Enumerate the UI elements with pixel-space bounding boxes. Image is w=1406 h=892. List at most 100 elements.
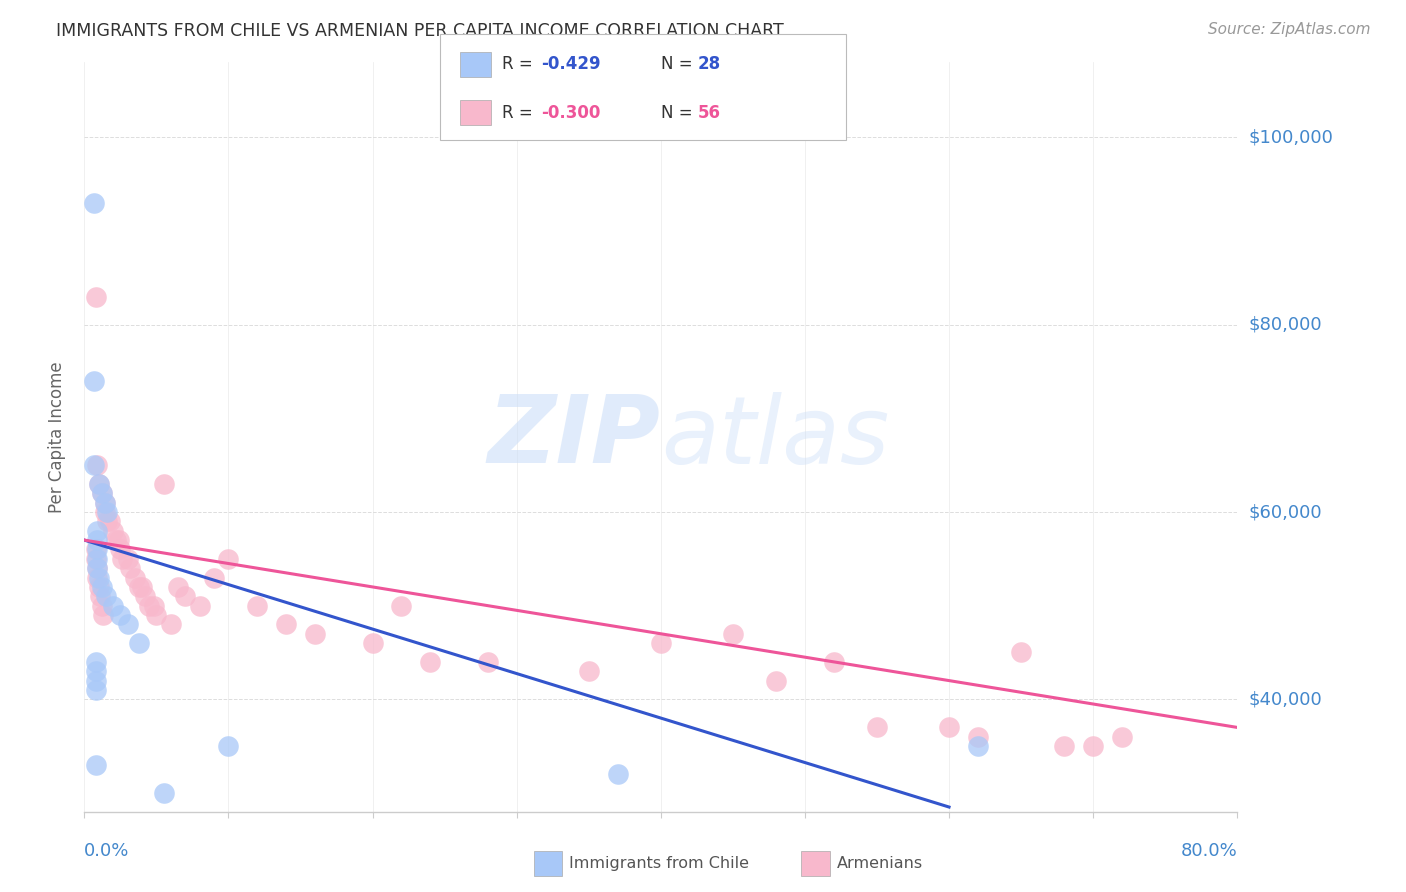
Point: [117, 617, 139, 632]
Point: [152, 476, 174, 491]
Point: [650, 636, 672, 650]
Text: R =: R =: [502, 103, 538, 121]
Text: N =: N =: [661, 55, 697, 73]
Point: [938, 721, 960, 735]
Point: [89, 590, 111, 604]
Point: [90, 580, 112, 594]
Point: [967, 730, 990, 744]
Text: $100,000: $100,000: [1249, 128, 1333, 146]
Point: [1010, 646, 1032, 660]
Point: [167, 580, 190, 594]
Point: [145, 608, 167, 623]
Point: [105, 533, 128, 547]
Point: [84, 551, 107, 566]
Point: [246, 599, 269, 613]
Text: 80.0%: 80.0%: [1181, 842, 1237, 860]
Point: [128, 636, 150, 650]
Text: N =: N =: [661, 103, 697, 121]
Point: [1083, 739, 1105, 753]
Point: [86, 571, 108, 585]
Point: [174, 590, 197, 604]
Point: [90, 486, 112, 500]
Point: [721, 626, 744, 640]
Point: [83, 195, 105, 210]
Text: Immigrants from Chile: Immigrants from Chile: [569, 856, 749, 871]
Point: [87, 580, 110, 594]
Text: 0.0%: 0.0%: [84, 842, 129, 860]
Point: [86, 551, 108, 566]
Point: [218, 739, 240, 753]
Point: [1111, 730, 1133, 744]
Point: [84, 683, 107, 698]
Point: [86, 561, 108, 575]
Point: [477, 655, 499, 669]
Point: [91, 608, 114, 623]
Point: [152, 786, 174, 800]
Text: 56: 56: [697, 103, 720, 121]
Point: [823, 655, 845, 669]
Point: [94, 590, 117, 604]
Point: [124, 571, 146, 585]
Text: ZIP: ZIP: [488, 391, 661, 483]
Point: [108, 533, 131, 547]
Point: [111, 551, 134, 566]
Point: [84, 289, 107, 303]
Point: [86, 458, 108, 473]
Point: [103, 599, 124, 613]
Text: Source: ZipAtlas.com: Source: ZipAtlas.com: [1208, 22, 1371, 37]
Point: [110, 542, 132, 557]
Point: [967, 739, 990, 753]
Point: [218, 551, 240, 566]
Point: [96, 505, 118, 519]
Text: 28: 28: [697, 55, 720, 73]
Point: [93, 496, 115, 510]
Point: [84, 664, 107, 679]
Text: $40,000: $40,000: [1249, 690, 1322, 708]
Text: -0.300: -0.300: [541, 103, 600, 121]
Point: [1053, 739, 1076, 753]
Point: [765, 673, 787, 688]
Point: [96, 514, 118, 528]
Point: [98, 514, 121, 528]
Point: [83, 458, 105, 473]
Point: [90, 599, 112, 613]
Point: [84, 758, 107, 772]
Text: Armenians: Armenians: [837, 856, 922, 871]
Y-axis label: Per Capita Income: Per Capita Income: [48, 361, 66, 513]
Point: [86, 533, 108, 547]
Point: [93, 496, 115, 510]
Point: [128, 580, 150, 594]
Point: [87, 476, 110, 491]
Text: $80,000: $80,000: [1249, 316, 1322, 334]
Point: [138, 599, 160, 613]
Point: [120, 561, 142, 575]
Text: IMMIGRANTS FROM CHILE VS ARMENIAN PER CAPITA INCOME CORRELATION CHART: IMMIGRANTS FROM CHILE VS ARMENIAN PER CA…: [56, 22, 785, 40]
Point: [304, 626, 326, 640]
Point: [84, 542, 107, 557]
Point: [188, 599, 211, 613]
Point: [86, 561, 108, 575]
Point: [142, 599, 165, 613]
Point: [84, 655, 107, 669]
Point: [86, 524, 108, 538]
Text: R =: R =: [502, 55, 538, 73]
Text: atlas: atlas: [661, 392, 889, 483]
Point: [131, 580, 153, 594]
Point: [866, 721, 889, 735]
Point: [103, 524, 124, 538]
Point: [117, 551, 139, 566]
Point: [84, 673, 107, 688]
Point: [160, 617, 183, 632]
Point: [578, 664, 600, 679]
Text: $60,000: $60,000: [1249, 503, 1322, 521]
Point: [93, 505, 115, 519]
Point: [83, 374, 105, 388]
Point: [87, 571, 110, 585]
Point: [90, 486, 112, 500]
Point: [202, 571, 225, 585]
Point: [134, 590, 156, 604]
Point: [110, 608, 132, 623]
Text: -0.429: -0.429: [541, 55, 600, 73]
Point: [87, 476, 110, 491]
Point: [361, 636, 384, 650]
